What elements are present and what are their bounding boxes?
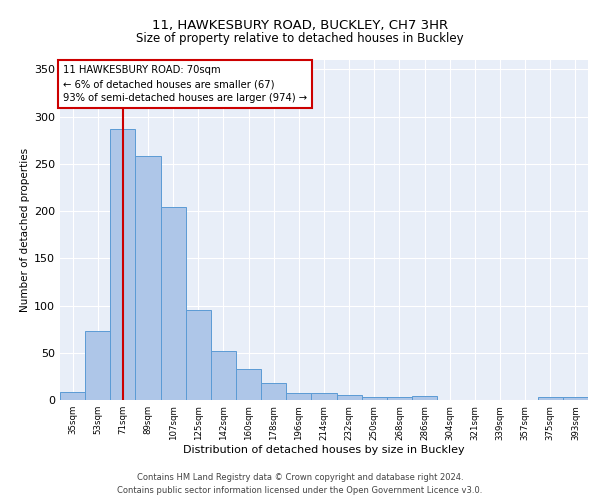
X-axis label: Distribution of detached houses by size in Buckley: Distribution of detached houses by size … [183, 446, 465, 456]
Bar [362, 397, 387, 400]
Text: 11 HAWKESBURY ROAD: 70sqm
← 6% of detached houses are smaller (67)
93% of semi-d: 11 HAWKESBURY ROAD: 70sqm ← 6% of detach… [62, 65, 307, 103]
Bar [60, 392, 85, 400]
Bar [110, 129, 136, 400]
Bar [161, 208, 186, 400]
Bar [136, 156, 161, 400]
Bar [337, 396, 362, 400]
Text: Contains HM Land Registry data © Crown copyright and database right 2024.
Contai: Contains HM Land Registry data © Crown c… [118, 474, 482, 495]
Bar [311, 394, 337, 400]
Text: Size of property relative to detached houses in Buckley: Size of property relative to detached ho… [136, 32, 464, 45]
Bar [412, 396, 437, 400]
Bar [236, 369, 261, 400]
Bar [261, 383, 286, 400]
Text: 11, HAWKESBURY ROAD, BUCKLEY, CH7 3HR: 11, HAWKESBURY ROAD, BUCKLEY, CH7 3HR [152, 20, 448, 32]
Bar [186, 310, 211, 400]
Bar [563, 397, 588, 400]
Bar [538, 397, 563, 400]
Bar [211, 351, 236, 400]
Bar [387, 397, 412, 400]
Bar [85, 331, 110, 400]
Y-axis label: Number of detached properties: Number of detached properties [20, 148, 30, 312]
Bar [286, 394, 311, 400]
